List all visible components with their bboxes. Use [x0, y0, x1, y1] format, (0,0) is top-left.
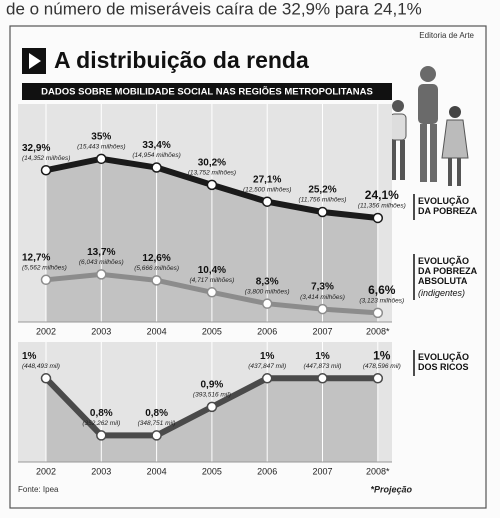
- x-tick-label: 2008*: [366, 466, 390, 476]
- x-tick-label: 2007: [312, 466, 332, 476]
- marker: [151, 162, 162, 173]
- sub-label: (6,043 milhões): [79, 259, 124, 266]
- footnote: *Projeção: [370, 484, 412, 494]
- marker: [261, 373, 273, 384]
- sub-label: (11,756 milhões): [299, 197, 347, 204]
- sub-label: (447,873 mil): [304, 363, 342, 370]
- marker: [151, 430, 162, 441]
- x-tick-label: 2002: [36, 326, 56, 336]
- marker: [317, 373, 328, 384]
- value-label: 1%: [260, 351, 275, 362]
- sub-label: (13,752 milhões): [188, 170, 236, 177]
- sub-label: (5,666 milhões): [134, 265, 179, 272]
- value-label: 33,4%: [142, 140, 170, 151]
- marker: [317, 303, 328, 315]
- chart-title: A distribuição da renda: [54, 47, 309, 73]
- value-label: 35%: [91, 131, 111, 142]
- sub-label: (393,516 mil): [193, 392, 231, 399]
- sub-label: (448,493 mil): [22, 363, 60, 370]
- value-label: 10,4%: [198, 265, 226, 276]
- x-tick-label: 2007: [312, 326, 332, 336]
- marker: [40, 164, 52, 176]
- value-label: 24,1%: [365, 188, 399, 202]
- value-label: 1%: [22, 351, 37, 362]
- marker: [261, 196, 273, 207]
- sub-label: (352,262 mil): [82, 420, 120, 427]
- sub-label: (478,596 mil): [363, 363, 401, 370]
- value-label: 30,2%: [198, 158, 226, 169]
- marker: [40, 274, 52, 286]
- sub-label: (3,800 milhões): [245, 288, 290, 295]
- sub-label: (12,500 milhões): [243, 186, 291, 193]
- subtitle-bar: [22, 83, 392, 100]
- legend-note: (indigentes): [418, 288, 466, 298]
- marker: [96, 153, 107, 165]
- value-label: 6,6%: [368, 283, 396, 297]
- value-label: 12,6%: [142, 253, 170, 264]
- legend-entry: EVOLUÇÃO DOS RICOS: [418, 352, 470, 372]
- x-tick-label: 2005: [202, 326, 222, 336]
- value-label: 1%: [315, 351, 330, 362]
- marker: [206, 179, 218, 191]
- sub-label: (4,717 milhões): [189, 277, 234, 284]
- sub-label: (437,847 mil): [248, 363, 286, 370]
- x-tick-label: 2004: [147, 466, 167, 476]
- marker: [151, 275, 162, 286]
- chart-subtitle: DADOS SOBRE MOBILIDADE SOCIAL NAS REGIÕE…: [41, 87, 373, 98]
- x-tick-label: 2008*: [366, 326, 390, 336]
- sub-label: (3,123 milhões): [359, 298, 404, 305]
- marker: [206, 401, 218, 413]
- sub-label: (14,352 milhões): [22, 155, 70, 162]
- value-label: 12,7%: [22, 252, 50, 263]
- credit: Editoria de Arte: [419, 31, 474, 40]
- sub-label: (15,443 milhões): [77, 144, 125, 151]
- source: Fonte: Ipea: [18, 485, 59, 494]
- sub-label: (14,954 milhões): [132, 152, 180, 159]
- value-label: 1%: [373, 348, 391, 362]
- x-tick-label: 2005: [202, 466, 222, 476]
- marker: [40, 373, 52, 384]
- marker: [206, 287, 218, 298]
- sub-label: (3,414 milhões): [300, 294, 345, 301]
- value-label: 0,9%: [201, 379, 224, 390]
- x-tick-label: 2003: [91, 326, 111, 336]
- legend-entry: EVOLUÇÃO DA POBREZA ABSOLUTA: [418, 256, 477, 286]
- marker: [372, 373, 384, 384]
- value-label: 7,3%: [311, 282, 334, 293]
- title-icon-arrow: [29, 53, 41, 69]
- x-tick-label: 2002: [36, 466, 56, 476]
- value-label: 0,8%: [90, 408, 113, 419]
- legend-note-box: (indigentes): [418, 288, 480, 298]
- header-text: de o número de miseráveis caíra de 32,9%…: [6, 0, 422, 18]
- marker: [372, 307, 384, 319]
- marker: [261, 298, 273, 309]
- frame: [9, 25, 487, 509]
- marker: [96, 430, 107, 441]
- value-label: 0,8%: [145, 408, 168, 419]
- value-label: 27,1%: [253, 174, 281, 185]
- marker: [317, 206, 328, 218]
- value-label: 8,3%: [256, 276, 279, 287]
- sub-label: (348,751 mil): [138, 420, 176, 427]
- value-label: 13,7%: [87, 247, 115, 258]
- sub-label: (11,356 milhões): [358, 203, 406, 210]
- x-tick-label: 2006: [257, 326, 277, 336]
- sub-label: (5,562 milhões): [22, 265, 67, 272]
- value-label: 25,2%: [308, 185, 336, 196]
- x-tick-label: 2003: [91, 466, 111, 476]
- x-tick-label: 2004: [147, 326, 167, 336]
- legend-entry: EVOLUÇÃO DA POBREZA: [418, 196, 478, 216]
- marker: [96, 269, 107, 280]
- marker: [372, 212, 384, 224]
- value-label: 32,9%: [22, 143, 50, 154]
- x-tick-label: 2006: [257, 466, 277, 476]
